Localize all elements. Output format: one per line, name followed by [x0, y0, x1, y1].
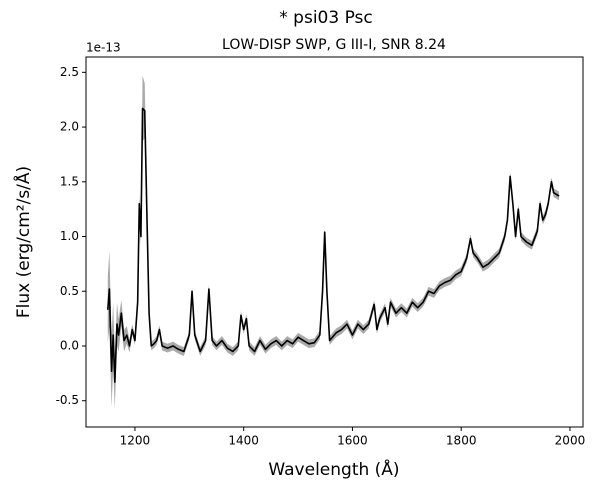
y-tick-label: 0.0	[60, 338, 79, 352]
offset-label: 1e-13	[86, 41, 121, 55]
x-tick-label: 1200	[120, 434, 151, 448]
y-tick-label: 1.0	[60, 229, 79, 243]
y-tick-label: 2.0	[60, 120, 79, 134]
chart-title: * psi03 Psc	[279, 8, 372, 28]
x-axis-label: Wavelength (Å)	[268, 458, 399, 480]
x-tick-label: 1600	[337, 434, 368, 448]
y-tick-label: 2.5	[60, 65, 79, 79]
y-tick-label: 0.5	[60, 284, 79, 298]
plot-frame	[85, 56, 584, 428]
error-band	[107, 75, 560, 410]
x-tick-label: 1800	[446, 434, 477, 448]
chart-subtitle: LOW-DISP SWP, G III-I, SNR 8.24	[222, 37, 446, 53]
spectrum-line	[106, 107, 560, 383]
x-tick-label: 2000	[555, 434, 586, 448]
y-axis-label: Flux (erg/cm²/s/Å)	[12, 166, 34, 318]
y-tick-label: -0.5	[56, 393, 79, 407]
x-tick-label: 1400	[228, 434, 259, 448]
y-tick-label: 1.5	[60, 174, 79, 188]
